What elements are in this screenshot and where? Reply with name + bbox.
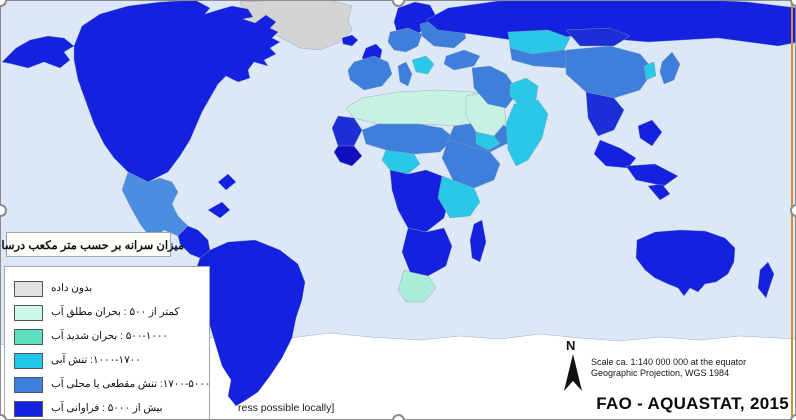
svg-text:N: N — [566, 338, 575, 353]
